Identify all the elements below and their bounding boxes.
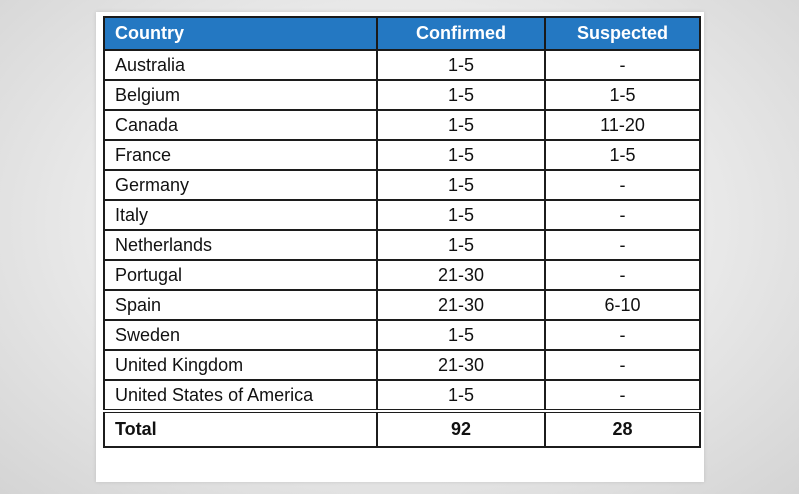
suspected-cell: -	[544, 349, 701, 381]
country-cell: Portugal	[103, 259, 378, 291]
suspected-cell: 1-5	[544, 79, 701, 111]
table-row: Sweden 1-5 -	[103, 319, 701, 351]
country-cell: United Kingdom	[103, 349, 378, 381]
confirmed-cell: 1-5	[376, 319, 546, 351]
table-row: Netherlands 1-5 -	[103, 229, 701, 261]
table-row: United States of America 1-5 -	[103, 379, 701, 412]
country-cell: Canada	[103, 109, 378, 141]
country-cell: France	[103, 139, 378, 171]
suspected-cell: -	[544, 259, 701, 291]
suspected-cell: -	[544, 379, 701, 412]
column-header-confirmed: Confirmed	[376, 16, 546, 51]
suspected-cell: 6-10	[544, 289, 701, 321]
confirmed-cell: 1-5	[376, 49, 546, 81]
table-row: United Kingdom 21-30 -	[103, 349, 701, 381]
table-row: Belgium 1-5 1-5	[103, 79, 701, 111]
column-header-country: Country	[103, 16, 378, 51]
suspected-cell: -	[544, 319, 701, 351]
country-cell: United States of America	[103, 379, 378, 412]
country-cell: Italy	[103, 199, 378, 231]
suspected-cell: -	[544, 169, 701, 201]
table-row: Spain 21-30 6-10	[103, 289, 701, 321]
total-confirmed: 92	[376, 409, 546, 448]
total-label: Total	[103, 409, 378, 448]
confirmed-cell: 1-5	[376, 379, 546, 412]
confirmed-cell: 1-5	[376, 139, 546, 171]
confirmed-cell: 1-5	[376, 169, 546, 201]
country-cell: Spain	[103, 289, 378, 321]
table-row: Germany 1-5 -	[103, 169, 701, 201]
confirmed-cell: 1-5	[376, 79, 546, 111]
table-row: Portugal 21-30 -	[103, 259, 701, 291]
confirmed-cell: 1-5	[376, 109, 546, 141]
table-row: Australia 1-5 -	[103, 49, 701, 81]
confirmed-cell: 1-5	[376, 199, 546, 231]
country-cell: Australia	[103, 49, 378, 81]
table-row: France 1-5 1-5	[103, 139, 701, 171]
confirmed-cell: 21-30	[376, 289, 546, 321]
suspected-cell: -	[544, 49, 701, 81]
confirmed-cell: 21-30	[376, 349, 546, 381]
total-suspected: 28	[544, 409, 701, 448]
suspected-cell: -	[544, 229, 701, 261]
total-row: Total 92 28	[103, 409, 701, 448]
suspected-cell: 1-5	[544, 139, 701, 171]
country-cell: Germany	[103, 169, 378, 201]
country-cell: Belgium	[103, 79, 378, 111]
table-row: Canada 1-5 11-20	[103, 109, 701, 141]
confirmed-cell: 21-30	[376, 259, 546, 291]
cases-table: Country Confirmed Suspected Australia 1-…	[103, 16, 701, 448]
suspected-cell: -	[544, 199, 701, 231]
country-cell: Sweden	[103, 319, 378, 351]
column-header-suspected: Suspected	[544, 16, 701, 51]
confirmed-cell: 1-5	[376, 229, 546, 261]
country-cell: Netherlands	[103, 229, 378, 261]
table-row: Italy 1-5 -	[103, 199, 701, 231]
header-row: Country Confirmed Suspected	[103, 16, 701, 51]
suspected-cell: 11-20	[544, 109, 701, 141]
